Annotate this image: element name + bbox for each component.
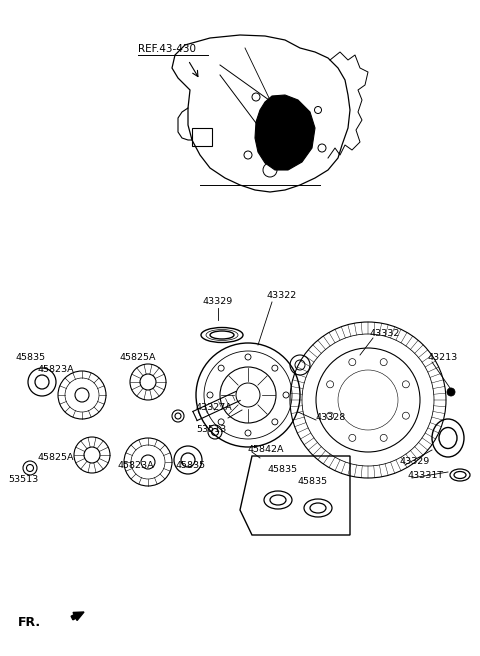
- Text: 43331T: 43331T: [408, 472, 444, 480]
- Text: 43328: 43328: [315, 413, 345, 422]
- Text: 43329: 43329: [203, 298, 233, 306]
- Text: 45842A: 45842A: [248, 445, 285, 455]
- Text: 45835: 45835: [298, 478, 328, 487]
- Text: 45823A: 45823A: [38, 365, 74, 375]
- Text: 45823A: 45823A: [118, 462, 155, 470]
- Text: 45835: 45835: [15, 354, 45, 363]
- Text: 43327A: 43327A: [196, 403, 233, 413]
- Text: 53513: 53513: [196, 426, 226, 434]
- Text: 45835: 45835: [268, 466, 298, 474]
- Polygon shape: [255, 95, 315, 170]
- Text: 45825A: 45825A: [38, 453, 74, 462]
- Text: 53513: 53513: [8, 476, 38, 485]
- Text: 43332: 43332: [370, 329, 400, 337]
- Circle shape: [447, 388, 455, 396]
- Bar: [192, 128, 212, 146]
- Text: 43213: 43213: [428, 354, 458, 363]
- FancyArrow shape: [71, 612, 84, 621]
- Text: 43329: 43329: [400, 457, 430, 466]
- Text: 45825A: 45825A: [120, 354, 156, 363]
- Text: 45835: 45835: [175, 462, 205, 470]
- Text: 43322: 43322: [267, 291, 297, 300]
- Text: REF.43-430: REF.43-430: [138, 44, 196, 54]
- Text: FR.: FR.: [18, 615, 41, 628]
